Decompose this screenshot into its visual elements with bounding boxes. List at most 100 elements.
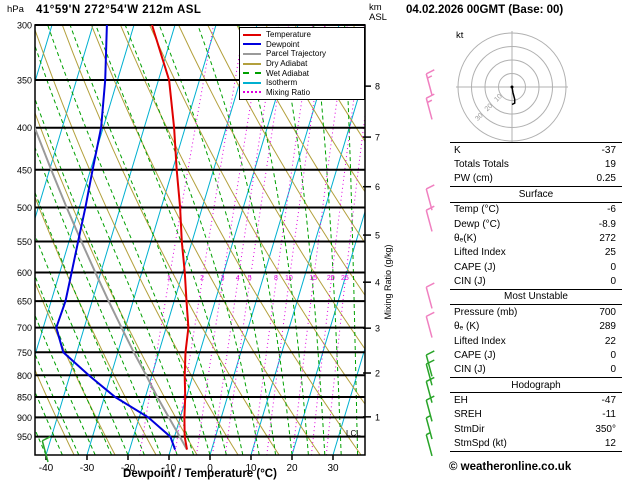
isotherm-line	[127, 25, 258, 455]
indices-row: PW (cm) 0.25	[450, 172, 622, 187]
index-label: StmDir	[454, 423, 485, 435]
km-tick-label: 3	[375, 324, 380, 334]
wind-barb	[425, 282, 435, 309]
mixing-ratio-line-swatch	[243, 91, 261, 94]
index-label: Lifted Index	[454, 335, 506, 347]
isotherm-line	[35, 25, 94, 221]
indices-row: Totals Totals 19	[450, 157, 622, 171]
wind-barb	[425, 205, 435, 232]
mixing-ratio-line	[212, 25, 278, 455]
index-value: 25	[604, 247, 616, 259]
index-value: 22	[604, 335, 616, 347]
index-label: θₑ (K)	[454, 321, 480, 333]
isotherm-line	[86, 25, 217, 455]
wind-barb	[425, 311, 435, 338]
dry-adiabat-line	[265, 25, 365, 193]
run-datetime: 04.02.2026 00GMT (Base: 00)	[406, 4, 564, 16]
axis-labels: 3003504004505005506006507007508008509009…	[17, 21, 380, 475]
wind-barb	[425, 359, 435, 386]
legend-item: Wet Adiabat	[243, 68, 361, 78]
index-value: 19	[604, 159, 616, 171]
dry-adiabat-line	[207, 25, 365, 297]
lcl-label: LCL	[346, 429, 361, 438]
mixing-ratio-value-label: 4	[236, 275, 240, 282]
wind-barb	[425, 376, 435, 403]
indices-section-header: Most Unstable	[450, 288, 622, 306]
copyright: © weatheronline.co.uk	[449, 461, 572, 473]
legend-label: Isotherm	[266, 78, 298, 88]
index-value: -47	[601, 395, 616, 407]
temp-tick-label: -40	[39, 463, 54, 474]
section-header-label: Hodograph	[450, 376, 622, 394]
km-tick-label: 1	[375, 412, 380, 422]
legend: Temperature Dewpoint Parcel Trajectory Dry …	[239, 27, 365, 101]
mixing-ratio-line	[292, 25, 348, 455]
altitude-axis-unit: km ASL	[369, 3, 387, 23]
section-header-label: Most Unstable	[450, 288, 622, 306]
hodograph-ring-label: 20	[484, 103, 495, 114]
index-label: CIN (J)	[454, 364, 486, 376]
wet-adiabat-line-swatch	[243, 72, 261, 75]
altitude-unit-km: km	[369, 2, 382, 13]
index-label: Temp (°C)	[454, 204, 500, 216]
pressure-tick-label: 800	[17, 371, 32, 381]
pressure-tick-label: 550	[17, 237, 32, 247]
indices-row: K -37	[450, 143, 622, 158]
temp-tick-label: 20	[286, 463, 298, 474]
hodograph-ring-label: 10	[493, 93, 504, 104]
pressure-tick-label: 850	[17, 392, 32, 402]
temperature-line-swatch	[243, 33, 261, 36]
mixing-ratio-value-label: 1	[167, 275, 171, 282]
indices-table: K -37 Totals Totals 19 PW (cm) 0.25 Surface Tem…	[450, 142, 622, 452]
index-value: 12	[604, 438, 616, 450]
hodograph-wind-trace	[511, 86, 516, 106]
isotherm-line	[332, 346, 365, 455]
km-tick-label: 2	[375, 369, 380, 379]
legend-label: Mixing Ratio	[266, 87, 311, 97]
wind-barb	[425, 395, 435, 422]
index-value: -6	[607, 204, 616, 216]
index-label: SREH	[454, 409, 482, 421]
wind-barb	[425, 93, 435, 120]
index-label: EH	[454, 395, 468, 407]
legend-label: Parcel Trajectory	[266, 49, 327, 59]
isotherm-line	[35, 25, 135, 357]
pressure-tick-label: 650	[17, 297, 32, 307]
mixing-ratio-line	[310, 25, 365, 455]
wind-barb	[425, 414, 433, 440]
station-title: 41°59'N 272°54'W 212m ASL	[36, 4, 202, 16]
index-value: -37	[601, 144, 616, 156]
legend-label: Temperature	[266, 30, 311, 40]
index-label: Pressure (mb)	[454, 306, 518, 318]
indices-row: Lifted Index 25	[450, 246, 622, 260]
indices-row: Pressure (mb) 700	[450, 305, 622, 320]
mixing-ratio-value-label: 15	[309, 275, 317, 282]
wind-barb	[425, 431, 433, 457]
parcel-trajectory-line-swatch	[243, 52, 261, 55]
index-label: Lifted Index	[454, 247, 506, 259]
index-label: StmSpd (kt)	[454, 438, 507, 450]
pressure-tick-label: 600	[17, 268, 32, 278]
wind-barb	[425, 350, 435, 377]
km-tick-label: 7	[375, 133, 380, 143]
indices-row: CIN (J) 0	[450, 363, 622, 378]
mixing-ratio-line	[174, 25, 245, 455]
legend-item: Parcel Trajectory	[243, 49, 361, 59]
pressure-tick-label: 500	[17, 203, 32, 213]
index-value: -11	[602, 409, 616, 421]
wet-adiabat-line	[95, 25, 244, 455]
mixing-ratio-line	[196, 25, 264, 455]
legend-label: Dry Adiabat	[266, 59, 308, 69]
indices-row: Lifted Index 22	[450, 334, 622, 348]
index-label: CAPE (J)	[454, 261, 496, 273]
mixing-ratio-value-label: 2	[200, 275, 204, 282]
mixing-ratio-value-label: 20	[327, 275, 335, 282]
temp-tick-label: -20	[121, 463, 136, 474]
section-header-label: Surface	[450, 186, 622, 203]
index-value: 0	[610, 261, 616, 273]
index-value: -8.9	[598, 218, 616, 230]
legend-item: Mixing Ratio	[243, 88, 361, 98]
indices-row: θₑ (K) 289	[450, 320, 622, 334]
pressure-axis-unit: hPa	[7, 4, 24, 15]
